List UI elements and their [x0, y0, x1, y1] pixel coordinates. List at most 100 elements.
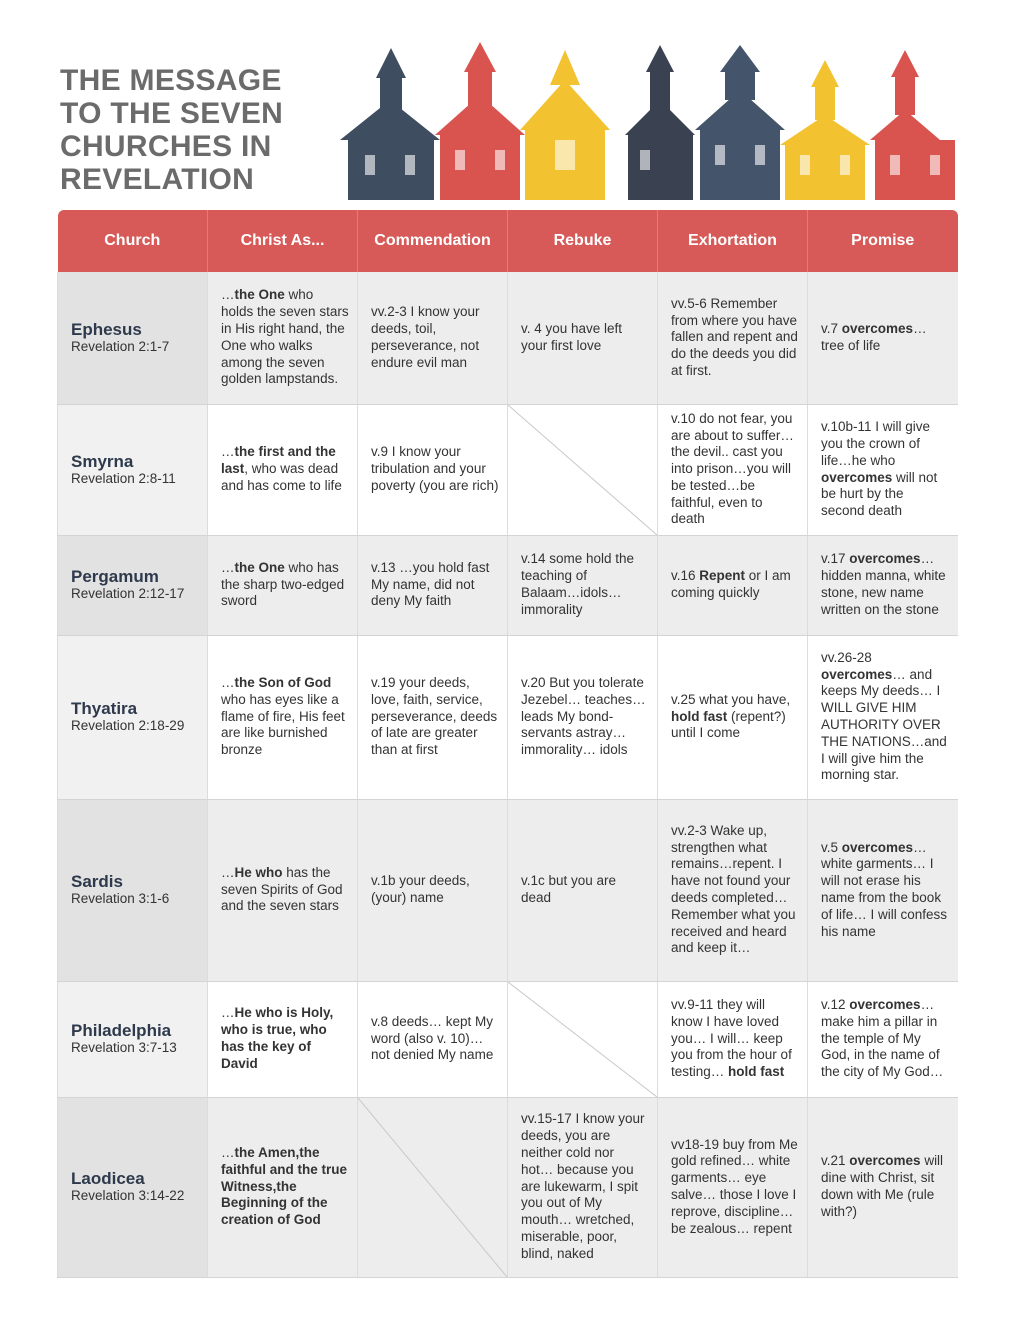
text-run: who holds the seven stars in His right h…	[221, 287, 349, 387]
text-run: v.12	[821, 997, 850, 1012]
bold-run: Repent	[699, 568, 746, 584]
text-cell: v.16 Repent or I am coming quickly	[657, 535, 808, 636]
table-row: Laodicea Revelation 3:14-22 …the Amen,the …	[57, 1097, 958, 1278]
church-reference: Revelation 2:12-17	[71, 586, 185, 602]
text-run: v.16	[671, 568, 700, 584]
bold-run: the first and the last	[221, 444, 336, 477]
text-run: v.10 do not fear, you are about to suffe…	[671, 410, 794, 527]
text-run: v. 4 you have left your first love	[521, 320, 623, 353]
text-cell: …He who is Holy, who is true, who has th…	[207, 981, 358, 1098]
text-run: …	[221, 559, 235, 575]
empty-cell	[507, 981, 658, 1098]
windows	[365, 140, 940, 175]
church-cell: Smyrna Revelation 2:8-11	[57, 404, 208, 536]
church-reference: Revelation 3:1-6	[71, 891, 170, 907]
church-3	[520, 50, 610, 200]
text-cell: vv.5-6 Remember from where you have fall…	[657, 272, 808, 405]
text-run: …	[221, 864, 235, 880]
text-cell: vv18-19 buy from Me gold refined… white …	[657, 1097, 808, 1278]
text-run: …	[221, 287, 235, 303]
churches-illustration	[340, 42, 955, 200]
text-run: v.7	[821, 320, 842, 336]
text-run: v.8 deeds… kept My word (also v. 10)… no…	[371, 1013, 494, 1063]
title-line: CHURCHES IN	[60, 130, 272, 163]
text-run: …	[221, 1145, 235, 1160]
bold-run: He who is Holy, who is true, who has the…	[221, 1005, 334, 1071]
church-name: Pergamum	[71, 567, 159, 587]
empty-cell	[507, 404, 658, 536]
text-run: v.9 I know your tribulation and your pov…	[371, 444, 499, 493]
church-7	[870, 50, 955, 200]
text-run: v.21	[821, 1153, 850, 1169]
church-cell: Ephesus Revelation 2:1-7	[57, 272, 208, 405]
text-run: v.17	[821, 551, 850, 567]
bold-run: the Son of God	[234, 675, 332, 690]
text-cell: v.9 I know your tribulation and your pov…	[357, 404, 508, 536]
bold-run: He who	[234, 864, 283, 880]
church-cell: Pergamum Revelation 2:12-17	[57, 535, 208, 636]
church-6	[780, 60, 870, 200]
text-run: vv.15-17 I know your deeds, you are neit…	[521, 1111, 645, 1261]
text-run: vv.2-3 Wake up, strengthen what remains……	[671, 822, 796, 956]
title-line: REVELATION	[60, 163, 255, 196]
church-reference: Revelation 2:8-11	[71, 470, 176, 486]
bold-run: overcomes	[849, 551, 921, 567]
table-body: Ephesus Revelation 2:1-7 …the One who hold…	[57, 272, 958, 1278]
table-row: Smyrna Revelation 2:8-11 …the first and th…	[57, 404, 958, 536]
text-run: will not be hurt by the second death	[821, 469, 938, 519]
text-cell: v.25 what you have, hold fast (repent?) …	[657, 635, 808, 800]
bold-run: the One	[234, 287, 285, 303]
text-cell: v.20 But you tolerate Jezebel… teaches… …	[507, 635, 658, 800]
column-header: Rebuke	[507, 210, 658, 272]
church-reference: Revelation 3:7-13	[71, 1040, 177, 1056]
church-name: Ephesus	[71, 319, 142, 339]
text-cell: vv.9-11 they will know I have loved you……	[657, 981, 808, 1098]
diagonal-line	[508, 982, 657, 1097]
text-cell: v.17 overcomes… hidden manna, white ston…	[807, 535, 958, 636]
bold-run: hold fast	[671, 708, 728, 724]
text-run: … tree of life	[821, 320, 927, 353]
text-cell: vv.2-3 Wake up, strengthen what remains……	[657, 799, 808, 982]
column-header: Commendation	[357, 210, 508, 272]
bold-run: overcomes	[821, 469, 893, 485]
header-row: Church Christ As... Commendation Rebuke Exho…	[57, 210, 958, 272]
church-reference: Revelation 3:14-22	[71, 1188, 185, 1204]
text-cell: vv.2-3 I know your deeds, toil, persever…	[357, 272, 508, 405]
church-1	[340, 48, 440, 200]
text-cell: vv.15-17 I know your deeds, you are neit…	[507, 1097, 658, 1278]
empty-cell	[357, 1097, 508, 1278]
title-line: TO THE SEVEN	[60, 97, 284, 130]
column-header: Christ As...	[207, 210, 358, 272]
text-run: or I am coming quickly	[671, 568, 791, 600]
church-name: Laodicea	[71, 1169, 145, 1189]
text-cell: …the Son of God who has eyes like a flam…	[207, 635, 358, 800]
column-header: Church	[57, 210, 208, 272]
text-run: v.14 some hold the teaching of Balaam…id…	[521, 551, 635, 617]
church-2	[435, 42, 525, 200]
text-run: who has the sharp two-edged sword	[221, 559, 345, 609]
text-cell: v.10b-11 I will give you the crown of li…	[807, 404, 958, 536]
church-cell: Sardis Revelation 3:1-6	[57, 799, 208, 982]
bold-run: overcomes	[841, 320, 914, 336]
church-cell: Thyatira Revelation 2:18-29	[57, 635, 208, 800]
text-run: who has eyes like a flame of fire, His f…	[221, 691, 345, 758]
table-row: Pergamum Revelation 2:12-17 …the One who h…	[57, 535, 958, 636]
text-run: v.13 …you hold fast My name, did not den…	[371, 559, 490, 609]
text-cell: v.1b your deeds, (your) name	[357, 799, 508, 982]
text-run: , who was dead and has come to life	[221, 461, 342, 493]
text-cell: v.13 …you hold fast My name, did not den…	[357, 535, 508, 636]
text-run: will dine with Christ, sit down with Me …	[821, 1153, 944, 1219]
text-cell: …the Amen,the faithful and the true Witn…	[207, 1097, 358, 1278]
text-cell: …the One who has the sharp two-edged swo…	[207, 535, 358, 636]
column-header: Exhortation	[657, 210, 808, 272]
text-cell: v.8 deeds… kept My word (also v. 10)… no…	[357, 981, 508, 1098]
table-row: Sardis Revelation 3:1-6 …He who has the se…	[57, 799, 958, 982]
bold-run: overcomes	[841, 839, 914, 855]
church-name: Thyatira	[71, 699, 138, 719]
church-name: Smyrna	[71, 451, 134, 471]
churches-table: Church Christ As... Commendation Rebuke Exho…	[57, 210, 958, 1278]
church-name: Sardis	[71, 872, 123, 892]
text-cell: v.21 overcomes will dine with Christ, si…	[807, 1097, 958, 1278]
text-run: vv.26-28	[821, 649, 872, 665]
